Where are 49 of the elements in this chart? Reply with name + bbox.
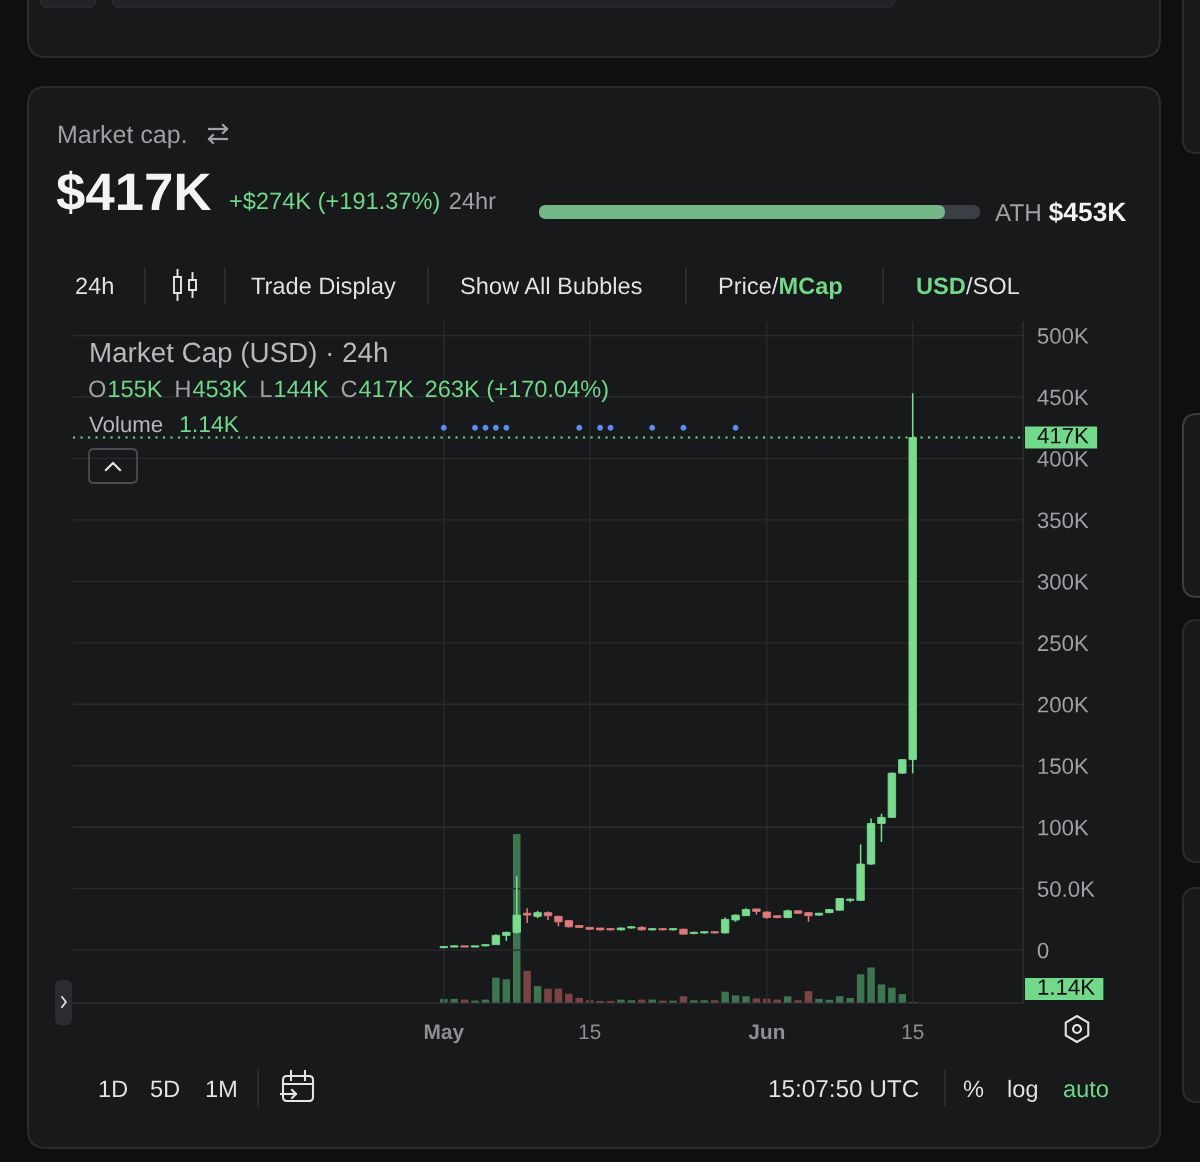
annotation: 1.14K [180,416,239,432]
y-tick-label: 250K [1038,635,1089,652]
text: Market Cap (USD) · 24h [91,341,387,368]
ref-line-label: 417K [1037,428,1089,444]
annotation: 144K [275,380,329,397]
text: Trade Display [251,276,396,299]
text: 5D [150,1080,180,1098]
text: $453K [1048,201,1127,223]
x-tick-label: May [424,1024,464,1044]
y-tick-label: 400K [1037,450,1089,467]
chart-title: Volume [89,415,163,433]
text: auto [1064,1081,1108,1098]
annotation: O [89,380,106,398]
y-tick-label: 450K [1037,389,1089,406]
x-tick-label: 15 [902,1024,924,1040]
text: Price/ [719,276,779,295]
x-tick-label: Jun [748,1024,785,1040]
y-tick-label: 500K [1037,328,1089,344]
text: +$274K (+191.37%) [230,191,439,214]
annotation: 263K (+170.04%) [425,379,608,402]
text: 24h [76,276,113,294]
y-tick-label: 200K [1038,696,1089,713]
text: 1D [99,1080,128,1097]
annotation: 155K [109,380,163,398]
text: /SOL [966,276,1020,295]
text: 15:07:50 UTC [769,1080,919,1098]
y-tick-label: 100K [1038,819,1089,836]
annotation: C [341,380,357,398]
annotation: H [176,380,190,397]
text: 24hr [449,191,496,209]
text: $417K [56,170,212,214]
text: MCap [780,277,842,299]
annotation: 453K [192,380,248,398]
annotation: 417K [359,380,414,397]
y-tick-label: 50.0K [1037,881,1095,897]
text: Market cap. [59,124,186,149]
text: USD [917,277,965,295]
text: ATH [995,204,1040,221]
y-tick-label: 350K [1037,512,1089,529]
x-tick-label: 15 [579,1024,601,1040]
y-tick-label: 300K [1037,573,1089,590]
text: log [1008,1079,1037,1102]
text: 1M [206,1080,236,1097]
y-tick-label: 150K [1038,758,1089,775]
annotation: L [261,380,272,397]
text: % [963,1080,984,1098]
text: 1.14K [1038,979,1095,995]
text: Show All Bubbles [461,276,642,295]
y-tick-label: 0 [1037,942,1049,959]
